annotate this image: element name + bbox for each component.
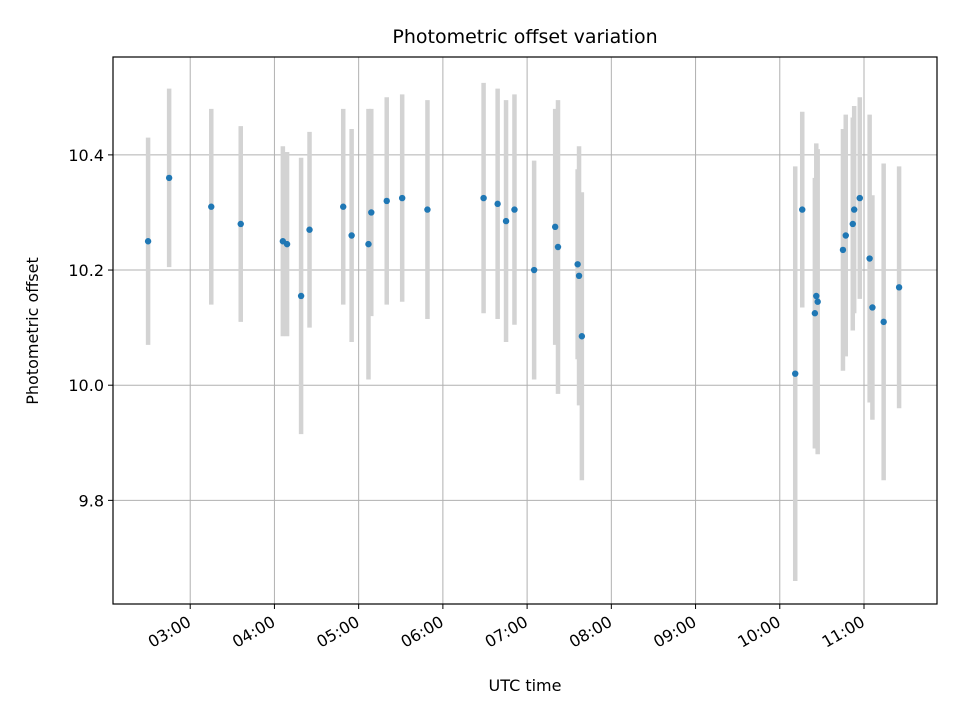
data-point (368, 209, 375, 216)
data-point (383, 197, 390, 205)
data-point (494, 200, 501, 208)
data-point (551, 223, 559, 231)
data-point (306, 226, 313, 233)
data-point (511, 206, 518, 213)
y-axis-title: Photometric offset (23, 257, 42, 405)
data-point (869, 304, 876, 311)
data-point (811, 310, 819, 317)
data-point (839, 246, 847, 254)
data-point (575, 272, 583, 279)
plot-frame (112, 56, 938, 605)
data-point (554, 243, 562, 251)
data-point (574, 261, 581, 268)
data-point (283, 240, 291, 248)
data-point (237, 220, 244, 228)
data-point (799, 206, 806, 213)
data-point (208, 203, 215, 210)
y-tick-label: 9.8 (79, 491, 104, 510)
data-point (895, 284, 903, 291)
data-point (365, 240, 372, 248)
grid (113, 57, 937, 604)
data-point (340, 203, 347, 210)
data-point (849, 220, 856, 228)
data-point (578, 333, 586, 340)
y-axis-ticks: 9.8 10.0 10.2 10.4 (68, 146, 113, 510)
data-point (842, 232, 849, 239)
data-point (424, 206, 431, 213)
data-points (144, 174, 903, 377)
y-tick-label: 10.0 (68, 376, 104, 395)
data-point (866, 255, 873, 262)
data-point (850, 206, 858, 213)
y-tick-label: 10.4 (68, 146, 104, 165)
data-point (880, 318, 887, 326)
data-point (144, 238, 152, 245)
data-point (856, 194, 863, 202)
chart-title: Photometric offset variation (392, 26, 657, 48)
data-point (297, 292, 305, 300)
data-point (502, 217, 510, 225)
data-point (165, 174, 173, 182)
x-axis-title: UTC time (489, 676, 562, 695)
data-point (480, 194, 487, 202)
data-point (814, 298, 821, 305)
y-tick-label: 10.2 (68, 261, 104, 280)
data-point (813, 292, 820, 300)
data-point (348, 232, 355, 239)
data-point (398, 194, 406, 202)
data-point (530, 266, 538, 274)
data-point (792, 370, 799, 377)
